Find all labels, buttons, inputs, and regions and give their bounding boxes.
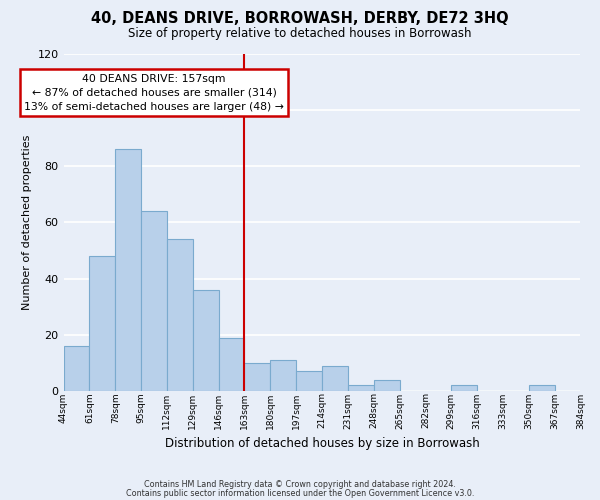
- X-axis label: Distribution of detached houses by size in Borrowash: Distribution of detached houses by size …: [164, 437, 479, 450]
- Bar: [64, 346, 89, 391]
- Bar: [296, 372, 322, 391]
- Bar: [451, 386, 477, 391]
- Text: Contains public sector information licensed under the Open Government Licence v3: Contains public sector information licen…: [126, 488, 474, 498]
- Text: Size of property relative to detached houses in Borrowash: Size of property relative to detached ho…: [128, 28, 472, 40]
- Bar: [141, 211, 167, 391]
- Bar: [167, 240, 193, 391]
- Bar: [271, 360, 296, 391]
- Text: 40, DEANS DRIVE, BORROWASH, DERBY, DE72 3HQ: 40, DEANS DRIVE, BORROWASH, DERBY, DE72 …: [91, 11, 509, 26]
- Bar: [348, 386, 374, 391]
- Text: 40 DEANS DRIVE: 157sqm
← 87% of detached houses are smaller (314)
13% of semi-de: 40 DEANS DRIVE: 157sqm ← 87% of detached…: [24, 74, 284, 112]
- Bar: [115, 150, 141, 391]
- Bar: [322, 366, 348, 391]
- Bar: [244, 363, 271, 391]
- Bar: [374, 380, 400, 391]
- Bar: [193, 290, 218, 391]
- Y-axis label: Number of detached properties: Number of detached properties: [22, 135, 32, 310]
- Bar: [529, 386, 554, 391]
- Text: Contains HM Land Registry data © Crown copyright and database right 2024.: Contains HM Land Registry data © Crown c…: [144, 480, 456, 489]
- Bar: [89, 256, 115, 391]
- Bar: [218, 338, 244, 391]
